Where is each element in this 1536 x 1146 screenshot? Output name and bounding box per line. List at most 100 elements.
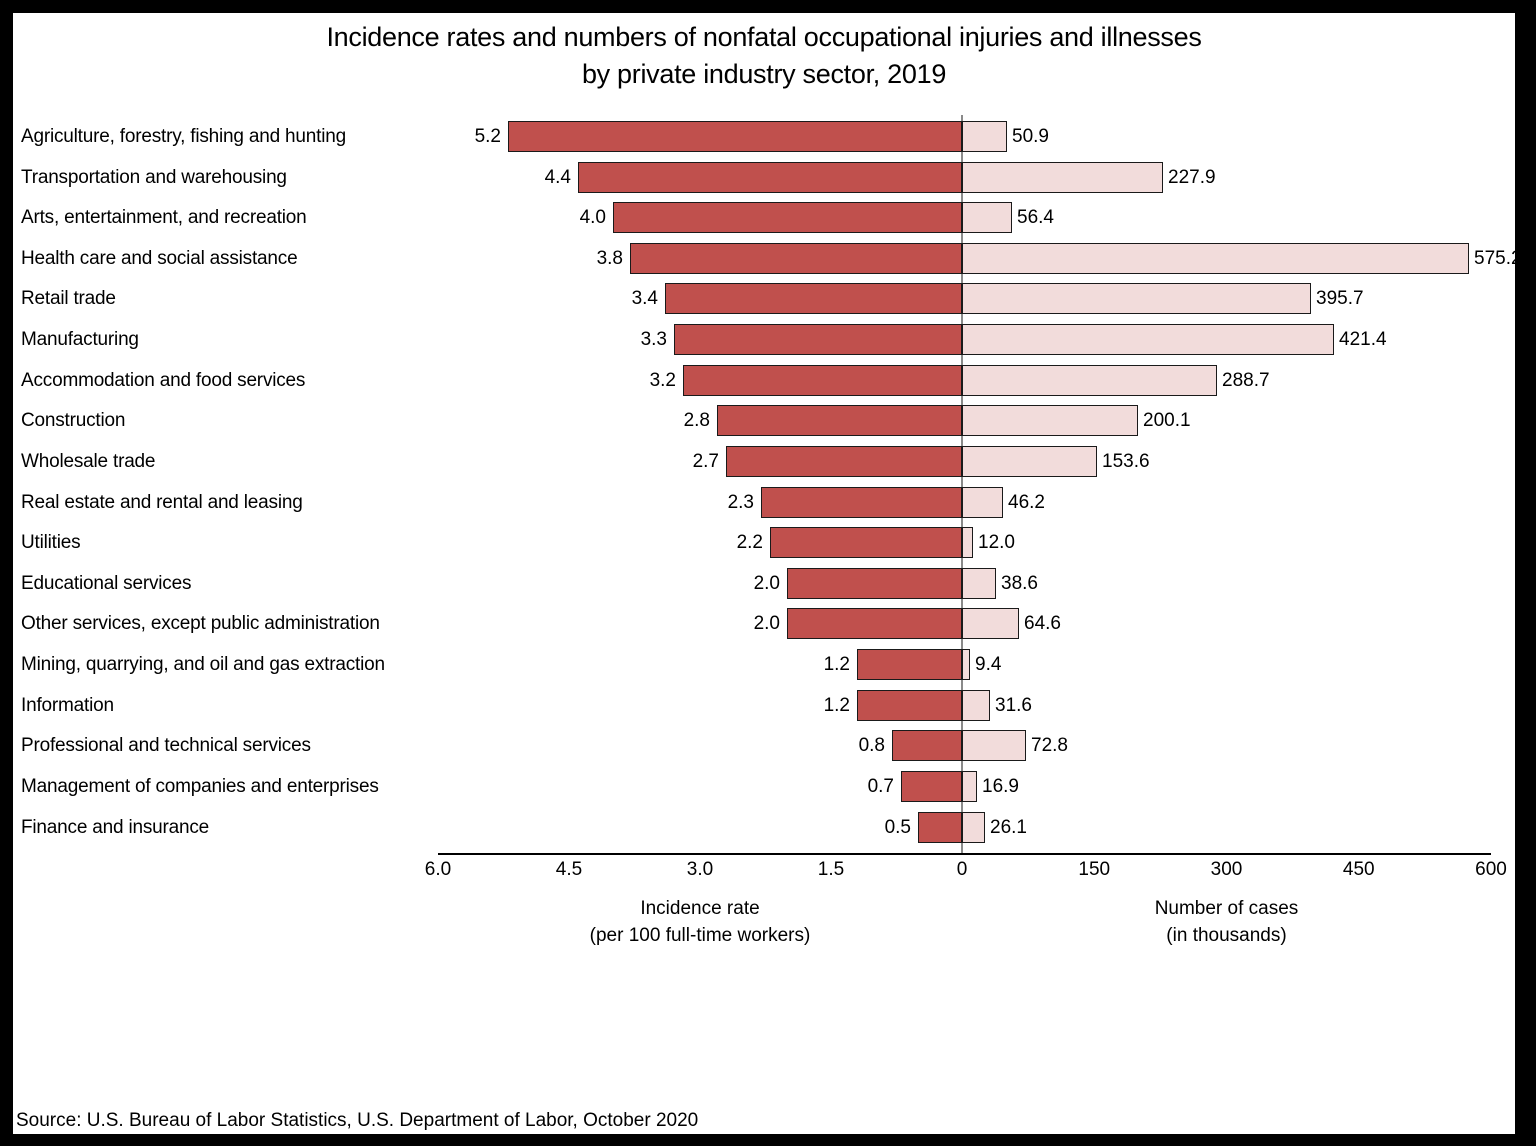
category-label: Management of companies and enterprises (21, 776, 379, 797)
category-label: Other services, except public administra… (21, 613, 380, 634)
rate-value-label: 2.0 (753, 573, 780, 594)
left-axis-title-line2: (per 100 full-time workers) (589, 925, 811, 946)
category-label: Finance and insurance (21, 817, 210, 838)
category-label: Information (21, 695, 114, 716)
cases-value-label: 50.9 (1012, 126, 1049, 147)
rate-bar (857, 690, 962, 721)
rate-bar (918, 812, 962, 843)
category-label: Real estate and rental and leasing (21, 492, 303, 513)
rate-value-label: 2.8 (683, 410, 710, 431)
cases-value-label: 31.6 (995, 695, 1032, 716)
cases-bar (962, 283, 1311, 314)
rate-value-label: 3.2 (649, 370, 676, 391)
x-tick-right-150: 150 (1078, 859, 1111, 880)
category-label: Agriculture, forestry, fishing and hunti… (21, 126, 346, 147)
rate-bar (787, 568, 962, 599)
rate-value-label: 1.2 (823, 654, 850, 675)
rate-bar (665, 283, 962, 314)
category-label: Transportation and warehousing (21, 167, 287, 188)
cases-value-label: 56.4 (1017, 207, 1054, 228)
chart-title-line2: by private industry sector, 2019 (581, 59, 947, 89)
rate-bar (770, 527, 962, 558)
category-label: Accommodation and food services (21, 370, 306, 391)
rate-value-label: 3.4 (631, 288, 658, 309)
cases-bar (962, 487, 1003, 518)
cases-value-label: 200.1 (1143, 410, 1191, 431)
rate-value-label: 4.0 (579, 207, 606, 228)
rate-bar (630, 243, 962, 274)
cases-bar (962, 202, 1012, 233)
cases-value-label: 421.4 (1339, 329, 1387, 350)
x-tick-right-450: 450 (1342, 859, 1375, 880)
cases-value-label: 153.6 (1102, 451, 1150, 472)
category-label: Wholesale trade (21, 451, 156, 472)
rate-bar (674, 324, 962, 355)
rate-value-label: 1.2 (823, 695, 850, 716)
rate-bar (613, 202, 962, 233)
cases-value-label: 38.6 (1001, 573, 1038, 594)
cases-bar (962, 243, 1469, 274)
right-axis-title: Number of cases (in thousands) (1155, 895, 1299, 949)
cases-value-label: 26.1 (990, 817, 1027, 838)
rate-value-label: 4.4 (544, 167, 571, 188)
rate-bar (761, 487, 962, 518)
category-label: Arts, entertainment, and recreation (21, 207, 307, 228)
rate-bar (717, 405, 962, 436)
rate-value-label: 0.7 (867, 776, 894, 797)
cases-bar (962, 730, 1026, 761)
x-tick-right-300: 300 (1210, 859, 1243, 880)
x-axis-line (438, 853, 1491, 855)
rate-bar (892, 730, 962, 761)
chart-title-line1: Incidence rates and numbers of nonfatal … (326, 22, 1202, 52)
cases-bar (962, 608, 1019, 639)
right-axis-title-line2: (in thousands) (1166, 925, 1287, 946)
rate-value-label: 2.2 (736, 532, 763, 553)
cases-bar (962, 771, 977, 802)
rate-bar (857, 649, 962, 680)
category-label: Health care and social assistance (21, 248, 298, 269)
cases-value-label: 46.2 (1008, 492, 1045, 513)
x-tick-left-0: 0 (956, 859, 968, 880)
cases-bar (962, 121, 1007, 152)
chart-title: Incidence rates and numbers of nonfatal … (13, 19, 1515, 93)
cases-bar (962, 690, 990, 721)
rate-value-label: 3.3 (640, 329, 667, 350)
rate-bar (787, 608, 962, 639)
category-label: Construction (21, 410, 126, 431)
rate-value-label: 5.2 (474, 126, 501, 147)
cases-value-label: 9.4 (975, 654, 1002, 675)
cases-bar (962, 527, 973, 558)
rate-bar (726, 446, 962, 477)
rate-value-label: 2.3 (727, 492, 754, 513)
x-tick-left-1.5: 1.5 (817, 859, 845, 880)
rate-bar (508, 121, 962, 152)
category-label: Educational services (21, 573, 192, 594)
rate-value-label: 3.8 (596, 248, 623, 269)
center-axis-line (961, 115, 963, 853)
right-axis-title-line1: Number of cases (1154, 898, 1299, 919)
rate-value-label: 0.5 (884, 817, 911, 838)
cases-value-label: 395.7 (1316, 288, 1364, 309)
cases-bar (962, 162, 1163, 193)
cases-value-label: 575.2 (1474, 248, 1515, 269)
cases-bar (962, 649, 970, 680)
rate-value-label: 2.7 (692, 451, 719, 472)
left-axis-title-line1: Incidence rate (640, 898, 760, 919)
cases-value-label: 288.7 (1222, 370, 1270, 391)
category-label: Professional and technical services (21, 735, 311, 756)
category-label: Utilities (21, 532, 81, 553)
cases-bar (962, 405, 1138, 436)
cases-bar (962, 446, 1097, 477)
cases-value-label: 16.9 (982, 776, 1019, 797)
x-tick-right-600: 600 (1475, 859, 1507, 880)
rate-bar (683, 365, 962, 396)
cases-value-label: 12.0 (978, 532, 1015, 553)
left-axis-title: Incidence rate (per 100 full-time worker… (590, 895, 811, 949)
chart-canvas: Incidence rates and numbers of nonfatal … (13, 13, 1515, 1134)
category-label: Mining, quarrying, and oil and gas extra… (21, 654, 385, 675)
category-label: Manufacturing (21, 329, 139, 350)
cases-bar (962, 365, 1217, 396)
source-note: Source: U.S. Bureau of Labor Statistics,… (16, 1110, 699, 1131)
rate-value-label: 0.8 (858, 735, 885, 756)
